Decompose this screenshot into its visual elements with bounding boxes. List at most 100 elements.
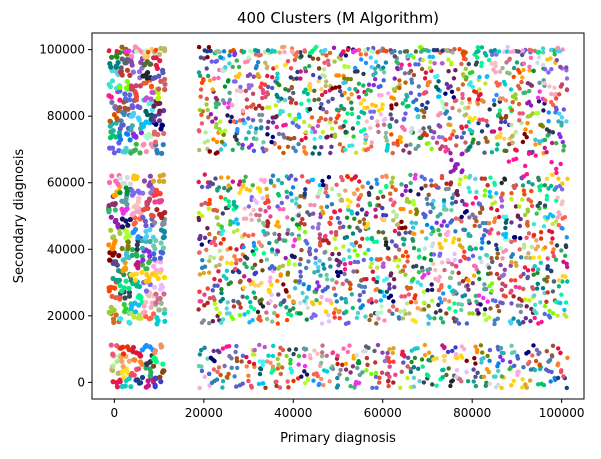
cluster-point <box>473 361 478 366</box>
cluster-point <box>361 71 366 77</box>
cluster-point <box>291 90 296 96</box>
cluster-point <box>109 173 115 179</box>
cluster-point <box>272 231 277 236</box>
cluster-point <box>398 66 403 71</box>
cluster-point <box>213 101 218 106</box>
cluster-point <box>119 44 125 50</box>
cluster-point <box>218 241 223 246</box>
cluster-point <box>317 183 323 188</box>
cluster-point <box>151 103 157 109</box>
cluster-point <box>387 347 392 352</box>
cluster-point <box>139 374 146 381</box>
cluster-point <box>381 65 386 70</box>
cluster-point <box>564 261 569 266</box>
cluster-point <box>520 48 525 53</box>
cluster-point <box>274 124 279 130</box>
cluster-point <box>449 157 454 163</box>
cluster-point <box>375 195 380 201</box>
cluster-point <box>113 63 119 69</box>
cluster-point <box>464 112 469 117</box>
cluster-point <box>397 85 402 91</box>
cluster-point <box>198 87 204 92</box>
cluster-point <box>249 83 254 88</box>
cluster-point <box>495 251 500 256</box>
cluster-point <box>290 217 295 222</box>
cluster-point <box>484 252 489 258</box>
cluster-point <box>254 126 259 131</box>
cluster-point <box>487 358 492 363</box>
cluster-point <box>155 131 161 138</box>
cluster-point <box>371 276 376 282</box>
cluster-point <box>278 302 283 307</box>
cluster-point <box>399 369 404 374</box>
cluster-point <box>233 204 239 210</box>
cluster-point <box>536 351 541 357</box>
cluster-point <box>399 182 404 187</box>
cluster-point <box>242 232 247 237</box>
cluster-point <box>266 287 271 293</box>
cluster-point <box>327 50 333 56</box>
cluster-point <box>345 174 350 179</box>
cluster-point <box>299 137 304 143</box>
cluster-point <box>499 204 504 209</box>
cluster-point <box>511 183 516 189</box>
cluster-point <box>529 83 534 88</box>
cluster-point <box>284 353 289 359</box>
cluster-point <box>547 357 553 363</box>
cluster-point <box>476 121 481 126</box>
cluster-point <box>278 371 283 377</box>
cluster-point <box>336 251 342 257</box>
cluster-point <box>521 271 526 277</box>
x-tick-label: 100000 <box>539 406 585 420</box>
cluster-point <box>133 49 139 54</box>
cluster-point <box>384 174 389 180</box>
cluster-point <box>474 350 480 355</box>
cluster-point <box>282 49 287 55</box>
cluster-point <box>298 311 303 316</box>
cluster-point <box>307 353 312 358</box>
cluster-point <box>326 62 331 67</box>
cluster-point <box>349 100 354 105</box>
cluster-point <box>316 264 321 270</box>
cluster-point <box>449 208 454 213</box>
cluster-point <box>119 245 125 252</box>
cluster-point <box>487 189 492 195</box>
cluster-point <box>113 312 119 318</box>
cluster-point <box>397 78 402 83</box>
cluster-point <box>373 360 378 365</box>
cluster-point <box>198 233 203 239</box>
cluster-point <box>467 97 472 102</box>
cluster-point <box>511 316 516 321</box>
cluster-point <box>207 270 212 275</box>
cluster-point <box>554 141 559 146</box>
cluster-point <box>555 195 560 200</box>
cluster-point <box>427 54 432 59</box>
cluster-point <box>270 247 275 252</box>
cluster-point <box>368 55 373 60</box>
cluster-point <box>552 85 557 90</box>
cluster-point <box>142 218 148 224</box>
cluster-point <box>481 295 486 301</box>
cluster-point <box>453 166 458 171</box>
cluster-point <box>379 370 385 375</box>
cluster-point <box>448 122 453 128</box>
cluster-point <box>271 367 276 373</box>
cluster-point <box>113 178 119 184</box>
cluster-point <box>220 296 225 302</box>
cluster-point <box>487 381 492 386</box>
cluster-point <box>316 191 321 196</box>
cluster-point <box>497 96 503 102</box>
cluster-point <box>135 235 141 241</box>
cluster-point <box>277 232 282 238</box>
cluster-point <box>549 353 555 358</box>
cluster-point <box>354 269 360 274</box>
cluster-point <box>234 261 239 266</box>
cluster-point <box>548 379 553 384</box>
cluster-point <box>458 258 463 264</box>
cluster-point <box>560 139 565 145</box>
cluster-point <box>436 87 441 92</box>
cluster-point <box>257 359 262 364</box>
cluster-point <box>492 219 497 224</box>
cluster-point <box>494 271 500 277</box>
cluster-point <box>280 132 286 137</box>
